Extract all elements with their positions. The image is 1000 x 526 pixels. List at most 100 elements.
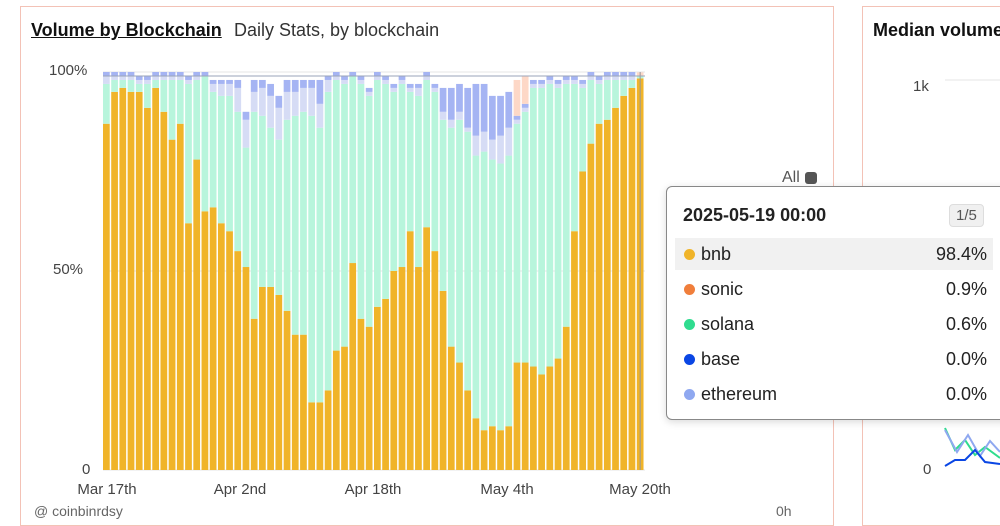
bar-bnb[interactable] <box>160 111 168 471</box>
bar-ethereum[interactable] <box>480 131 488 152</box>
bar-base[interactable] <box>464 87 472 128</box>
bar-bnb[interactable] <box>505 426 513 470</box>
bar-base[interactable] <box>357 75 365 80</box>
bar-ethereum[interactable] <box>456 111 463 120</box>
bar-base[interactable] <box>217 79 225 84</box>
bar-base[interactable] <box>349 72 357 76</box>
bar-base[interactable] <box>620 72 628 76</box>
bar-ethereum[interactable] <box>497 135 504 164</box>
bar-ethereum[interactable] <box>464 127 472 132</box>
bar-base[interactable] <box>135 75 143 80</box>
bar-solana[interactable] <box>135 83 143 92</box>
bar-base[interactable] <box>160 72 168 76</box>
bar-ethereum[interactable] <box>103 75 110 84</box>
bar-base[interactable] <box>226 79 233 84</box>
bar-ethereum[interactable] <box>546 79 554 84</box>
bar-bnb[interactable] <box>144 107 151 470</box>
bar-base[interactable] <box>439 87 447 112</box>
bar-solana[interactable] <box>423 79 430 228</box>
bar-solana[interactable] <box>431 91 439 252</box>
bar-base[interactable] <box>111 72 118 76</box>
bar-ethereum[interactable] <box>628 75 636 80</box>
bar-ethereum[interactable] <box>300 87 307 112</box>
bar-bnb[interactable] <box>628 87 636 471</box>
bar-bnb[interactable] <box>103 123 110 471</box>
bar-bnb[interactable] <box>217 223 225 470</box>
all-toggle[interactable]: All <box>782 169 817 187</box>
bar-base[interactable] <box>300 79 307 88</box>
bar-bnb[interactable] <box>308 402 316 470</box>
bar-solana[interactable] <box>513 123 521 363</box>
bar-bnb[interactable] <box>513 362 521 470</box>
bar-bnb[interactable] <box>562 326 570 470</box>
bar-base[interactable] <box>103 72 110 76</box>
bar-bnb[interactable] <box>431 251 439 470</box>
bar-solana[interactable] <box>538 87 545 375</box>
bar-ethereum[interactable] <box>308 87 316 116</box>
bar-base[interactable] <box>521 103 529 108</box>
bar-bnb[interactable] <box>267 286 274 470</box>
bar-bnb[interactable] <box>316 402 324 470</box>
bar-base[interactable] <box>152 72 159 76</box>
bar-solana[interactable] <box>390 91 398 272</box>
right-panel-title[interactable]: Median volume <box>873 20 1000 40</box>
bar-base[interactable] <box>406 83 414 88</box>
bar-solana[interactable] <box>283 119 291 311</box>
bar-solana[interactable] <box>587 79 595 144</box>
bar-solana[interactable] <box>259 115 266 287</box>
bar-ethereum[interactable] <box>332 75 340 80</box>
bar-solana[interactable] <box>176 79 184 124</box>
bar-ethereum[interactable] <box>135 79 143 84</box>
bar-ethereum[interactable] <box>242 119 250 148</box>
bar-solana[interactable] <box>267 127 274 287</box>
bar-solana[interactable] <box>324 91 332 391</box>
bar-solana[interactable] <box>209 91 217 208</box>
bar-ethereum[interactable] <box>357 79 365 84</box>
bar-solana[interactable] <box>579 87 587 172</box>
bar-solana[interactable] <box>472 155 480 419</box>
bar-base[interactable] <box>554 79 562 84</box>
bar-bnb[interactable] <box>472 418 480 470</box>
bar-base[interactable] <box>562 75 570 80</box>
bar-solana[interactable] <box>275 139 283 295</box>
bar-base[interactable] <box>291 79 299 92</box>
bar-sonic[interactable] <box>521 75 529 104</box>
bar-ethereum[interactable] <box>398 79 406 84</box>
bar-bnb[interactable] <box>587 143 595 470</box>
bar-ethereum[interactable] <box>406 87 414 92</box>
bar-solana[interactable] <box>349 75 357 264</box>
bar-ethereum[interactable] <box>250 91 258 112</box>
bar-bnb[interactable] <box>300 334 307 470</box>
bar-solana[interactable] <box>234 111 242 252</box>
bar-ethereum[interactable] <box>521 107 529 112</box>
bar-solana[interactable] <box>152 79 159 88</box>
bar-solana[interactable] <box>554 87 562 359</box>
bar-bnb[interactable] <box>406 231 414 470</box>
bar-bnb[interactable] <box>603 119 611 470</box>
bar-solana[interactable] <box>628 79 636 88</box>
bar-solana[interactable] <box>185 83 192 224</box>
bar-ethereum[interactable] <box>472 135 480 156</box>
bar-ethereum[interactable] <box>217 83 225 96</box>
bar-ethereum[interactable] <box>513 119 521 124</box>
bar-ethereum[interactable] <box>275 107 283 140</box>
bar-ethereum[interactable] <box>341 79 348 84</box>
bar-bnb[interactable] <box>415 267 422 470</box>
bar-base[interactable] <box>374 72 381 76</box>
panel-title[interactable]: Volume by Blockchain <box>31 20 222 40</box>
bar-base[interactable] <box>505 91 513 128</box>
bar-bnb[interactable] <box>620 95 628 470</box>
bar-base[interactable] <box>579 79 587 84</box>
bar-ethereum[interactable] <box>620 75 628 80</box>
bar-ethereum[interactable] <box>505 127 513 156</box>
bar-solana[interactable] <box>595 83 603 124</box>
bar-solana[interactable] <box>620 79 628 96</box>
bar-base[interactable] <box>316 79 324 104</box>
bar-ethereum[interactable] <box>209 83 217 92</box>
bar-solana[interactable] <box>562 83 570 327</box>
bar-solana[interactable] <box>168 79 176 140</box>
bar-base[interactable] <box>488 95 496 140</box>
bar-bnb[interactable] <box>176 123 184 471</box>
bar-base[interactable] <box>415 83 422 88</box>
bar-bnb[interactable] <box>275 294 283 470</box>
